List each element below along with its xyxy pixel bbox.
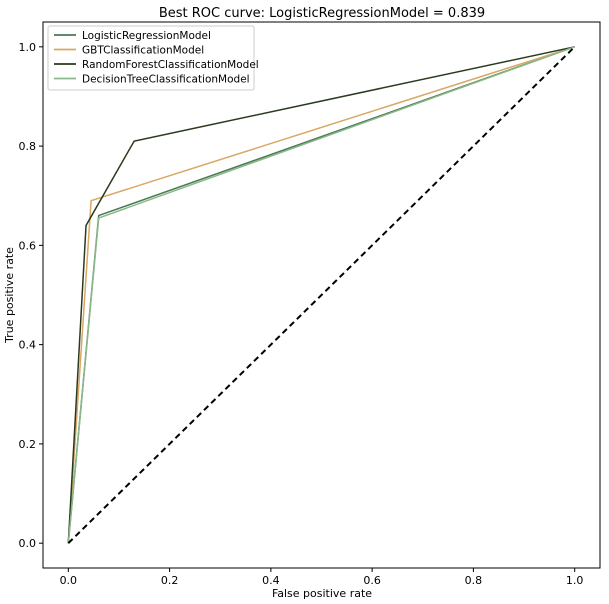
x-tick-label: 0.4 [262,574,280,587]
random-classifier-reference-line [67,46,576,544]
roc-line-decisiontreeclassificationmodel [67,46,575,544]
y-tick-label: 0.8 [19,140,37,153]
x-axis-ticks: 0.0 0.2 0.4 0.6 0.8 1.0 [60,568,584,587]
y-tick-label: 0.2 [19,438,37,451]
roc-lines [67,46,576,544]
chart-title: Best ROC curve: LogisticRegressionModel … [159,6,485,21]
roc-line-gbtclassificationmodel [67,46,575,544]
y-axis-ticks: 0.0 0.2 0.4 0.6 0.8 1.0 [19,41,43,550]
legend-label: DecisionTreeClassificationModel [82,74,250,86]
legend-label: RandomForestClassificationModel [82,59,259,71]
y-tick-label: 0.6 [19,239,37,252]
x-axis-label: False positive rate [272,587,372,600]
x-tick-label: 1.0 [566,574,584,587]
x-tick-label: 0.2 [161,574,179,587]
legend-label: LogisticRegressionModel [82,30,211,42]
x-tick-label: 0.0 [60,574,78,587]
y-tick-label: 0.0 [19,537,37,550]
legend-label: GBTClassificationModel [82,45,204,57]
roc-line-randomforestclassificationmodel [67,46,575,544]
y-tick-label: 1.0 [19,41,37,54]
x-tick-label: 0.6 [363,574,381,587]
legend: LogisticRegressionModel GBTClassification… [47,25,259,91]
legend-box [47,25,255,91]
x-tick-label: 0.8 [465,574,483,587]
y-tick-label: 0.4 [19,339,37,352]
y-axis-label: True positive rate [3,247,16,344]
